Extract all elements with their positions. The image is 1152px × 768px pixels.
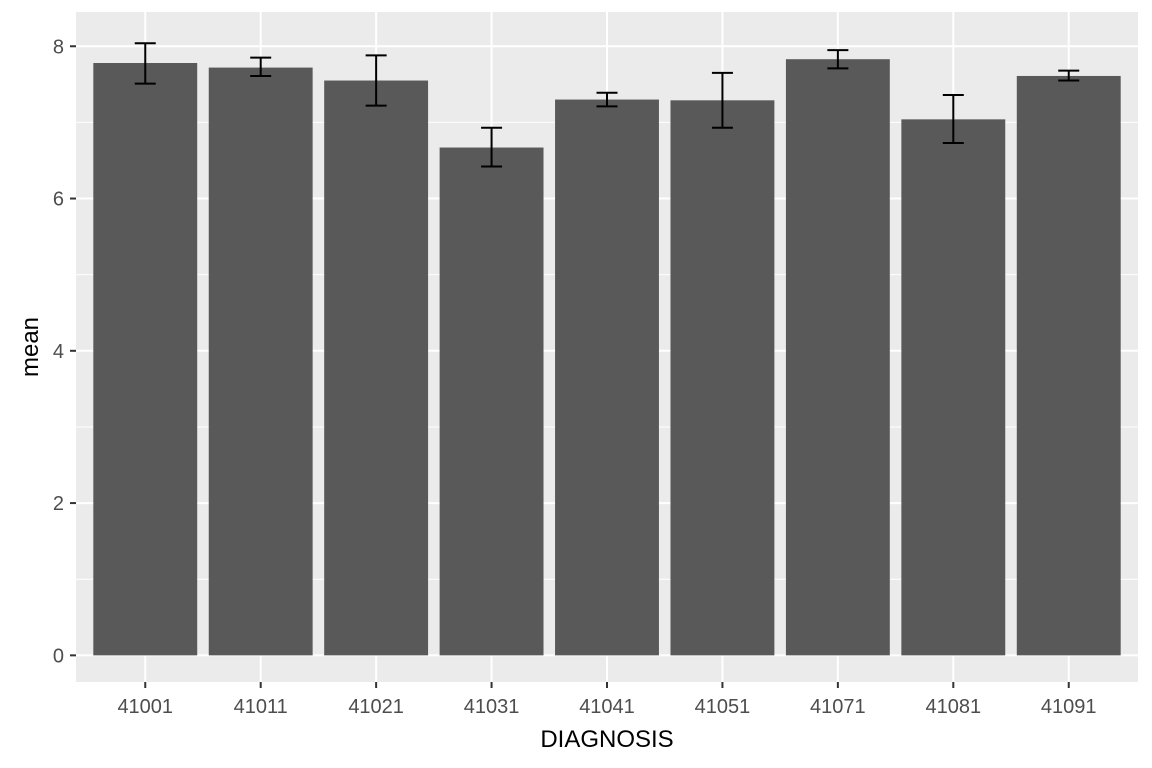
error-bar-41041 (596, 91, 618, 108)
bars (93, 59, 1121, 656)
error-bar-41081 (942, 93, 964, 144)
bar-41091 (1016, 75, 1121, 656)
x-tick-label: 41001 (117, 696, 173, 718)
bar-41031 (439, 147, 544, 656)
x-tick-label: 41031 (464, 696, 520, 718)
x-tick-label: 41021 (348, 696, 404, 718)
y-tick-label: 0 (53, 645, 64, 667)
error-bar-41051 (711, 71, 733, 129)
error-bar-41001 (134, 42, 156, 85)
x-tick-label: 41071 (810, 696, 866, 718)
bar-41071 (785, 59, 890, 656)
error-bar-41011 (250, 56, 272, 77)
error-bar-41031 (481, 126, 503, 168)
bar-41021 (324, 80, 429, 656)
bar-41001 (93, 63, 198, 656)
x-tick-label: 41041 (579, 696, 635, 718)
bar-41081 (901, 119, 1006, 656)
x-axis: 41001 41011 41021 41031 41041 41051 41071 41081… (117, 682, 1097, 718)
error-bars (134, 42, 1080, 168)
y-axis-title: mean (17, 317, 44, 377)
bar-41011 (208, 67, 313, 656)
y-tick-label: 8 (53, 36, 64, 58)
bar-41051 (670, 100, 775, 656)
bar-41041 (555, 99, 659, 656)
y-tick-label: 6 (53, 189, 64, 211)
error-bar-41091 (1058, 69, 1080, 82)
y-tick-label: 4 (53, 341, 64, 363)
x-tick-label: 41081 (925, 696, 981, 718)
x-tick-label: 41091 (1041, 696, 1097, 718)
error-bar-41021 (365, 54, 387, 107)
error-bar-41071 (827, 49, 849, 70)
y-axis: 0 2 4 6 8 (53, 36, 76, 667)
x-tick-label: 41011 (234, 696, 288, 718)
x-axis-title: DIAGNOSIS (540, 726, 673, 753)
y-tick-label: 2 (53, 493, 64, 515)
x-tick-label: 41051 (695, 696, 751, 718)
